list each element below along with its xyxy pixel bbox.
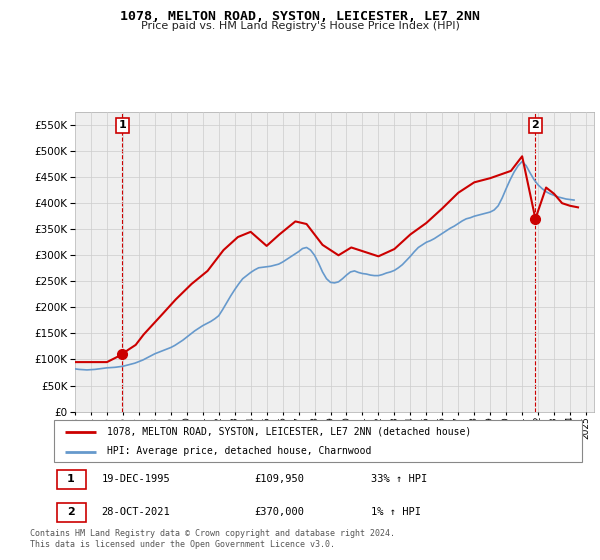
Text: £370,000: £370,000 (254, 507, 305, 517)
Text: 1% ↑ HPI: 1% ↑ HPI (371, 507, 421, 517)
FancyBboxPatch shape (54, 420, 582, 462)
Text: £109,950: £109,950 (254, 474, 305, 484)
Text: 19-DEC-1995: 19-DEC-1995 (101, 474, 170, 484)
Text: 2: 2 (67, 507, 75, 517)
Text: 2: 2 (532, 120, 539, 130)
FancyBboxPatch shape (56, 470, 86, 489)
Text: 33% ↑ HPI: 33% ↑ HPI (371, 474, 427, 484)
Text: Contains HM Land Registry data © Crown copyright and database right 2024.
This d: Contains HM Land Registry data © Crown c… (30, 529, 395, 549)
Text: 1: 1 (67, 474, 75, 484)
Text: 28-OCT-2021: 28-OCT-2021 (101, 507, 170, 517)
FancyBboxPatch shape (56, 503, 86, 522)
Text: HPI: Average price, detached house, Charnwood: HPI: Average price, detached house, Char… (107, 446, 371, 456)
Text: 1078, MELTON ROAD, SYSTON, LEICESTER, LE7 2NN (detached house): 1078, MELTON ROAD, SYSTON, LEICESTER, LE… (107, 427, 471, 437)
Text: 1: 1 (119, 120, 127, 130)
Text: 1078, MELTON ROAD, SYSTON, LEICESTER, LE7 2NN: 1078, MELTON ROAD, SYSTON, LEICESTER, LE… (120, 10, 480, 23)
Text: Price paid vs. HM Land Registry's House Price Index (HPI): Price paid vs. HM Land Registry's House … (140, 21, 460, 31)
